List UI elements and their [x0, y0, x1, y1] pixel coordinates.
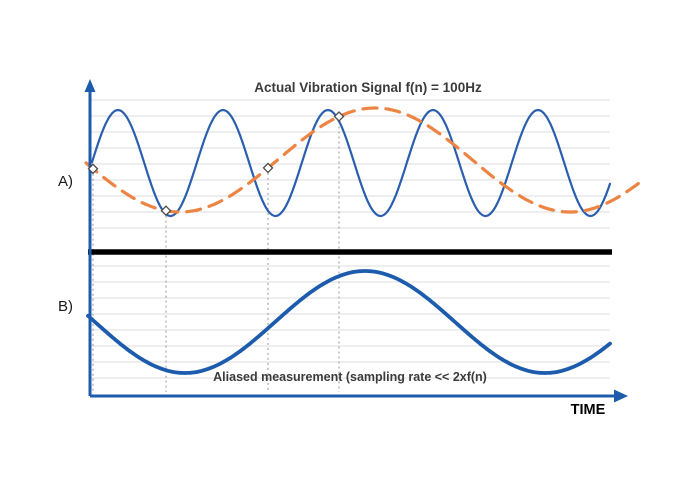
wave-aliased-measurement	[86, 269, 612, 375]
waves-layer	[84, 106, 646, 375]
y-axis-arrow	[84, 79, 96, 92]
sample-point-marker	[333, 111, 345, 122]
axes-layer	[84, 79, 628, 403]
x-axis-arrow	[614, 389, 628, 403]
sample-markers-layer	[87, 111, 345, 217]
sample-point-marker	[160, 205, 172, 217]
chart-title: Actual Vibration Signal f(n) = 100Hz	[254, 80, 482, 95]
panel-b-caption: Aliased measurement (sampling rate << 2x…	[213, 370, 487, 384]
panel-a-label: A)	[58, 173, 73, 190]
panel-b-label: B)	[58, 298, 73, 315]
wave-actual-signal	[90, 108, 612, 218]
sample-point-marker	[87, 163, 99, 175]
time-axis-label: TIME	[571, 402, 606, 418]
gridlines-layer	[90, 99, 610, 379]
sample-point-marker	[262, 162, 274, 174]
wave-undersampled-fit	[84, 106, 646, 214]
